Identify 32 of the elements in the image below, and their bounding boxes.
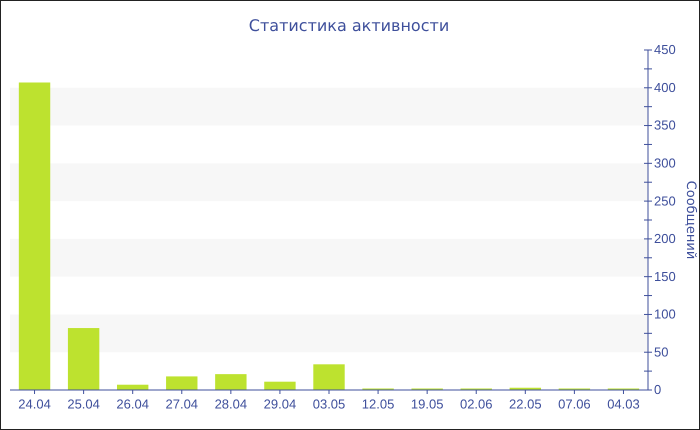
bar bbox=[116, 384, 148, 390]
x-tick-label: 07.06 bbox=[558, 396, 591, 412]
bar bbox=[313, 364, 345, 390]
y-tick-label: 50 bbox=[654, 344, 668, 360]
y-tick-label: 200 bbox=[654, 231, 676, 246]
x-tick-label: 26.04 bbox=[116, 396, 149, 412]
x-tick-label: 04.03 bbox=[607, 396, 640, 412]
y-tick-label: 300 bbox=[654, 155, 676, 170]
x-tick-label: 12.05 bbox=[362, 396, 394, 412]
x-tick-label: 29.04 bbox=[264, 396, 296, 412]
bar bbox=[18, 82, 50, 390]
x-tick-label: 22.05 bbox=[509, 396, 542, 412]
x-tick-label: 03.05 bbox=[312, 396, 346, 412]
y-tick-label: 150 bbox=[654, 268, 676, 284]
y-axis-title: Сообщений bbox=[683, 180, 698, 260]
bar bbox=[215, 374, 247, 390]
bar bbox=[68, 328, 100, 390]
bar bbox=[166, 376, 198, 390]
x-tick-label: 27.04 bbox=[165, 396, 198, 412]
x-tick-label: 19.05 bbox=[410, 396, 444, 412]
chart-title: Статистика активности bbox=[248, 16, 450, 35]
y-tick-label: 250 bbox=[654, 193, 676, 208]
x-tick-label: 28.04 bbox=[214, 396, 248, 412]
y-tick-label: 450 bbox=[654, 42, 676, 58]
y-tick-label: 0 bbox=[654, 382, 662, 398]
x-tick-label: 24.04 bbox=[18, 396, 51, 412]
y-tick-label: 100 bbox=[654, 306, 676, 322]
y-tick-label: 350 bbox=[654, 118, 676, 133]
y-tick-label: 400 bbox=[654, 80, 676, 95]
x-tick-label: 25.04 bbox=[67, 396, 100, 412]
bar bbox=[264, 382, 296, 390]
x-tick-label: 02.06 bbox=[460, 396, 493, 412]
